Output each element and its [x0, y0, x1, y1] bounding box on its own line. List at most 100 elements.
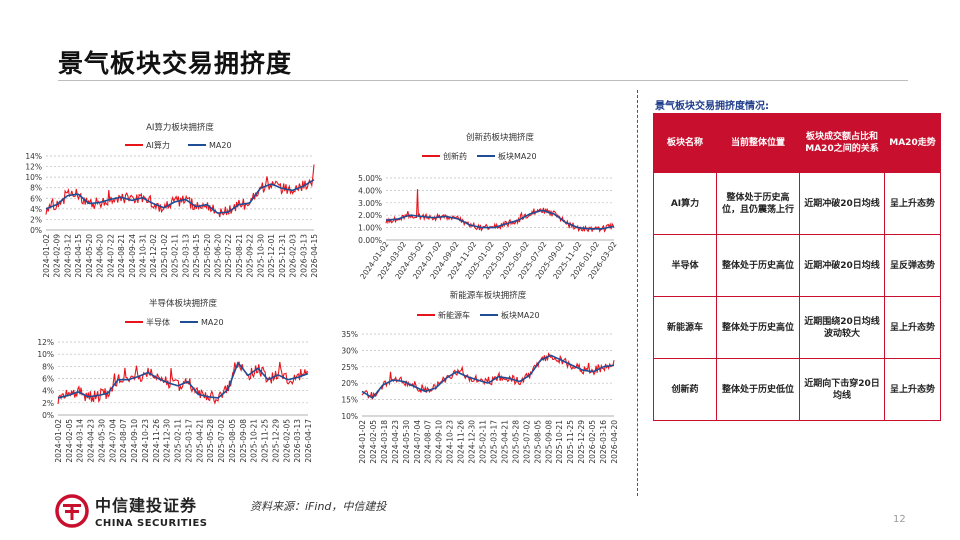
y-tick-label: 25%	[341, 363, 358, 372]
x-tick-label: 2024-01-02	[54, 419, 63, 463]
cell-sector-name: AI算力	[653, 172, 717, 235]
x-tick-label: 2026-03-13	[299, 234, 308, 278]
chart-nev-crowding: 新能源车板块拥挤度 新能源车 板块MA20 10% 15% 20% 25% 30% 35% 202…	[322, 284, 622, 464]
x-tick-label: 2026-04-17	[304, 419, 313, 463]
y-tick-label: 4%	[42, 387, 54, 396]
y-tick-label: 2%	[42, 399, 54, 408]
x-tick-label: 2025-05-20	[203, 234, 212, 278]
x-tick-label: 2026-02-05	[588, 420, 597, 464]
x-tick-label: 2024-04-23	[87, 419, 96, 463]
x-tick-label: 2024-07-04	[413, 420, 422, 464]
x-tick-label: 2026-04-20	[610, 420, 619, 464]
x-tick-label: 2024-08-21	[117, 234, 126, 278]
chart-legend: 创新药 板块MA20	[422, 151, 537, 161]
y-tick-label: 30%	[341, 346, 358, 355]
x-tick-label: 2024-05-30	[97, 419, 106, 463]
cell-ma20-trend: 呈上升态势	[884, 296, 941, 359]
cell-ma20-relation: 近期向下击穿20日均线	[799, 358, 885, 421]
table-row: AI算力 整体处于历史高位，且仍震荡上行 近期冲破20日均线 呈上升态势	[653, 172, 941, 235]
chart-innovative-drug-crowding: 创新药板块拥挤度 创新药 板块MA20 0.00% 1.00% 2.00% 3.00% 4.0…	[322, 126, 622, 284]
x-tick-label: 2024-04-15	[74, 234, 83, 278]
x-tick-label: 2025-04-15	[192, 234, 201, 278]
x-tick-label: 2025-02-11	[479, 420, 488, 464]
x-tick-label: 2026-04-15	[310, 234, 319, 278]
cell-current-position: 整体处于历史高位	[716, 234, 800, 297]
x-tick-label: 2025-04-21	[195, 419, 204, 463]
legend-label-ma: MA20	[209, 141, 232, 150]
x-tick-label: 2024-02-09	[53, 234, 62, 278]
x-tick-label: 2024-03-12	[63, 234, 72, 278]
header-sector-name: 板块名称	[653, 113, 717, 173]
y-tick-label: 4.00%	[358, 186, 382, 195]
y-tick-label: 0.00%	[358, 236, 382, 245]
y-tick-label: 4%	[30, 205, 42, 214]
legend-label-main: 半导体	[146, 317, 170, 327]
y-tick-label: 2.00%	[358, 211, 382, 220]
x-tick-label: 2024-11-26	[457, 420, 466, 464]
cell-sector-name: 创新药	[653, 358, 717, 421]
table-header-row: 板块名称 当前整体位置 板块成交额占比和MA20之间的关系 MA20走势	[653, 113, 941, 173]
x-tick-label: 2025-11-25	[261, 419, 270, 463]
y-tick-label: 15%	[341, 396, 358, 405]
chart-title: 创新药板块拥挤度	[466, 132, 535, 143]
header-current-position: 当前整体位置	[716, 113, 800, 173]
x-tick-label: 2025-05-28	[511, 420, 520, 464]
x-tick-label: 2025-08-21	[235, 234, 244, 278]
x-tick-label: 2025-08-05	[533, 420, 542, 464]
cell-current-position: 整体处于历史高位，且仍震荡上行	[716, 172, 800, 235]
x-tick-label: 2025-05-28	[206, 419, 215, 463]
x-tick-label: 2024-02-05	[369, 420, 378, 464]
x-tick-label: 2025-12-31	[278, 234, 287, 278]
y-tick-label: 12%	[37, 338, 54, 347]
cell-current-position: 整体处于历史低位	[716, 358, 800, 421]
chart-legend: 新能源车 板块MA20	[417, 310, 540, 320]
x-tick-label: 2024-08-07	[424, 420, 433, 464]
x-tick-label: 2026-03-13	[293, 419, 302, 463]
x-tick-label: 2024-03-14	[76, 419, 85, 463]
x-tick-label: 2024-07-22	[106, 234, 115, 278]
chart-title: 新能源车板块拥挤度	[450, 290, 527, 301]
table-row: 半导体 整体处于历史高位 近期冲破20日均线 呈反弹态势	[653, 234, 941, 297]
x-tick-label: 2025-12-29	[271, 419, 280, 463]
table-row: 创新药 整体处于历史低位 近期向下击穿20日均线 呈上升态势	[653, 358, 941, 421]
x-tick-label: 2024-12-02	[149, 234, 158, 278]
x-tick-label: 2024-12-30	[163, 419, 172, 463]
cell-sector-name: 新能源车	[653, 296, 717, 359]
header-ma20-relation: 板块成交额占比和MA20之间的关系	[799, 113, 885, 173]
logo-chinese-text: 中信建投证券	[95, 496, 198, 515]
x-tick-label: 2024-06-20	[96, 234, 105, 278]
chart-title: AI算力板块拥挤度	[146, 122, 214, 133]
x-tick-label: 2026-03-16	[599, 420, 608, 464]
legend-label-main: 创新药	[443, 151, 467, 161]
x-tick-label: 2024-10-31	[138, 234, 147, 278]
y-tick-label: 1.00%	[358, 224, 382, 233]
x-tick-label: 2024-09-10	[130, 419, 139, 463]
x-tick-label: 2026-02-05	[282, 419, 291, 463]
x-tick-label: 2024-09-24	[128, 234, 137, 278]
y-tick-label: 0%	[30, 226, 42, 235]
legend-label-main: AI算力	[146, 140, 170, 150]
table-row: 新能源车 整体处于历史高位 近期围绕20日均线波动较大 呈上升态势	[653, 296, 941, 359]
series-line-ma20	[385, 209, 615, 230]
page-title: 景气板块交易拥挤度	[58, 49, 293, 78]
citic-emblem-icon	[55, 493, 89, 528]
chart-legend: 半导体 MA20	[125, 317, 224, 327]
y-tick-label: 8%	[42, 362, 54, 371]
chart-legend: AI算力 MA20	[125, 140, 232, 150]
crowding-situation-table: 板块名称 当前整体位置 板块成交额占比和MA20之间的关系 MA20走势 AI算…	[653, 113, 941, 421]
cell-ma20-trend: 呈上升态势	[884, 358, 941, 421]
page-number: 12	[893, 514, 906, 525]
x-tick-label: 2025-04-21	[500, 420, 509, 464]
series-line-ma20	[57, 361, 309, 399]
legend-label-ma: 板块MA20	[501, 310, 540, 320]
y-tick-label: 35%	[341, 330, 358, 339]
x-tick-label: 2025-07-02	[522, 420, 531, 464]
x-tick-label: 2024-01-02	[42, 234, 51, 278]
chart-ai-compute-crowding: AI算力板块拥挤度 AI算力 MA20 0% 2% 4% 6% 8% 10% 12% 14% 2024…	[0, 118, 320, 290]
y-tick-label: 10%	[25, 173, 42, 182]
cell-ma20-trend: 呈反弹态势	[884, 234, 941, 297]
x-tick-label: 2025-12-29	[577, 420, 586, 464]
y-tick-label: 12%	[25, 163, 42, 172]
source-note: 资料来源：iFind，中信建投	[250, 500, 387, 513]
